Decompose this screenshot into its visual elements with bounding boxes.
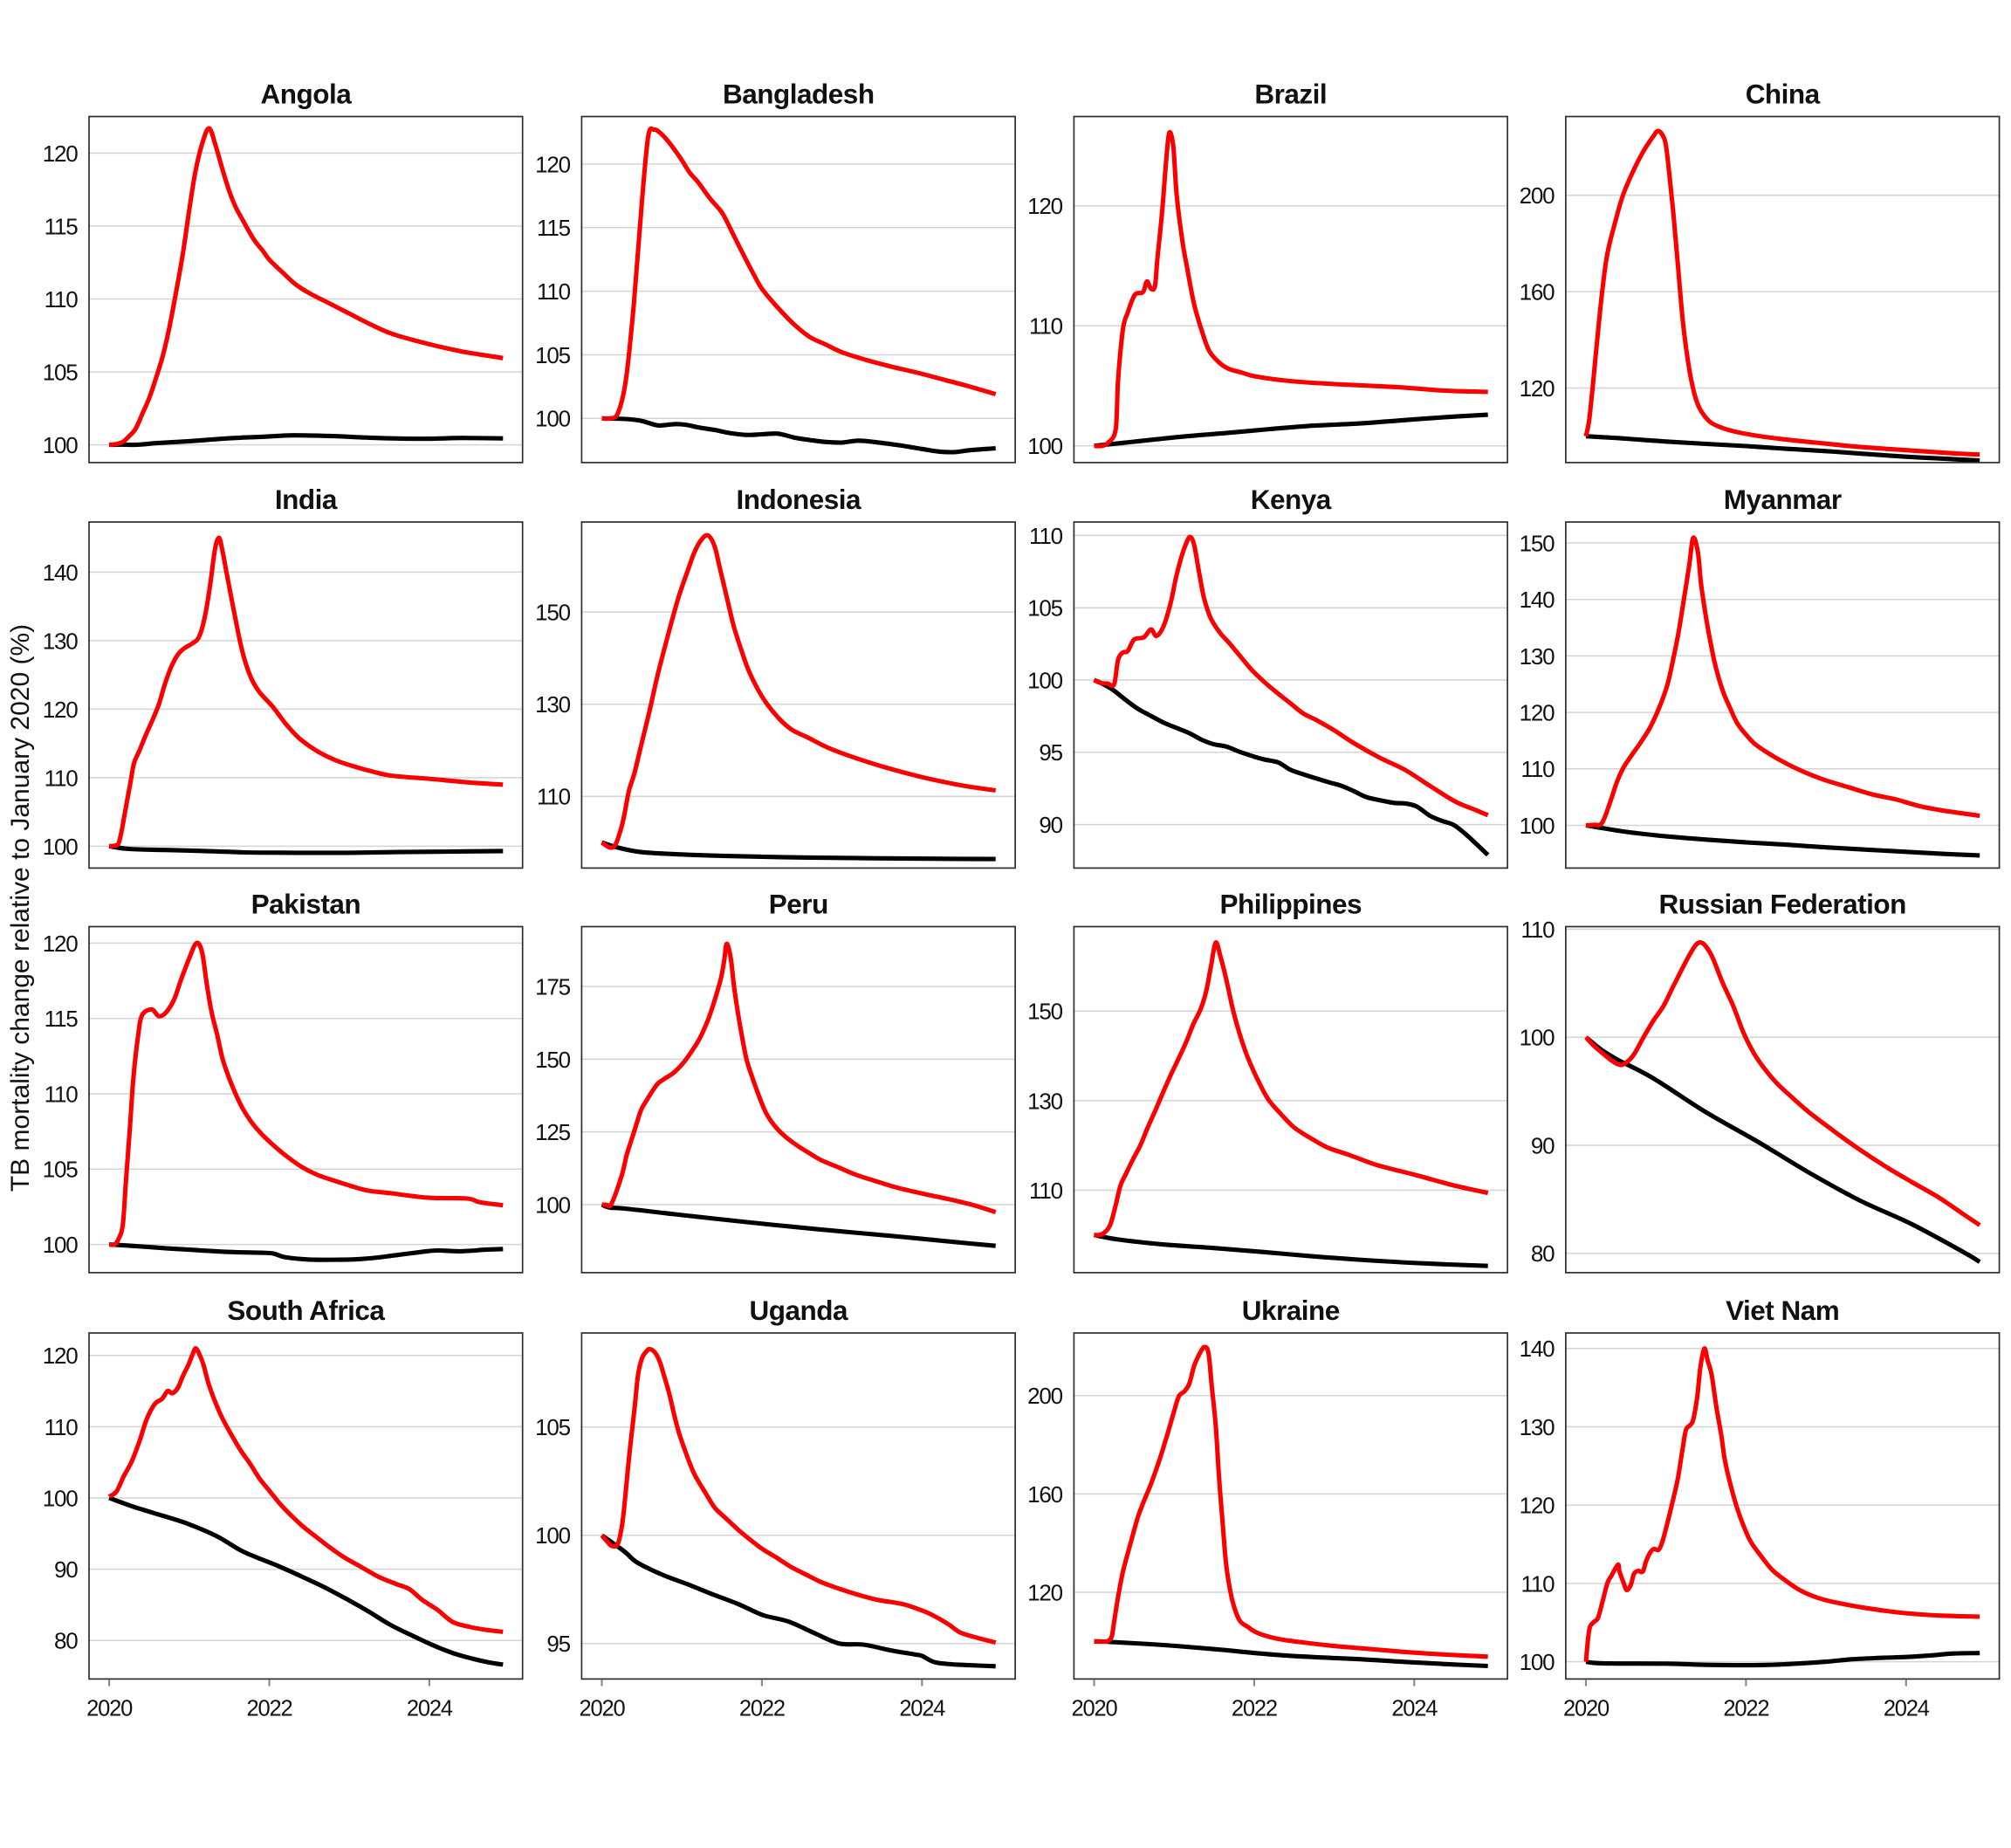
svg-text:150: 150 bbox=[535, 1047, 571, 1073]
svg-text:2022: 2022 bbox=[1232, 1697, 1277, 1721]
svg-text:110: 110 bbox=[45, 1081, 79, 1107]
svg-text:100: 100 bbox=[43, 432, 79, 458]
svg-text:100: 100 bbox=[535, 1192, 571, 1218]
svg-text:175: 175 bbox=[535, 974, 571, 1000]
svg-text:130: 130 bbox=[43, 628, 79, 654]
svg-text:110: 110 bbox=[1521, 1570, 1555, 1597]
svg-text:80: 80 bbox=[1531, 1240, 1555, 1267]
svg-text:100: 100 bbox=[535, 1522, 571, 1549]
svg-text:125: 125 bbox=[535, 1119, 571, 1145]
svg-text:Ukraine: Ukraine bbox=[1242, 1295, 1340, 1326]
svg-text:100: 100 bbox=[1520, 1025, 1555, 1051]
svg-text:140: 140 bbox=[1520, 1336, 1555, 1362]
svg-text:110: 110 bbox=[1029, 313, 1063, 340]
svg-text:80: 80 bbox=[54, 1628, 78, 1654]
svg-text:110: 110 bbox=[1029, 1178, 1063, 1204]
svg-text:110: 110 bbox=[1029, 523, 1063, 549]
svg-text:160: 160 bbox=[1520, 279, 1555, 306]
svg-text:150: 150 bbox=[1027, 999, 1063, 1025]
svg-text:Kenya: Kenya bbox=[1251, 484, 1332, 515]
svg-text:110: 110 bbox=[45, 765, 79, 791]
svg-text:150: 150 bbox=[1520, 530, 1555, 556]
svg-text:2020: 2020 bbox=[1563, 1697, 1609, 1721]
svg-text:95: 95 bbox=[546, 1631, 570, 1657]
svg-text:105: 105 bbox=[535, 342, 571, 368]
svg-text:120: 120 bbox=[1520, 700, 1555, 726]
svg-text:140: 140 bbox=[1520, 587, 1555, 613]
svg-text:Indonesia: Indonesia bbox=[737, 484, 862, 515]
svg-text:90: 90 bbox=[1531, 1132, 1555, 1158]
svg-text:TB mortality change relative t: TB mortality change relative to January … bbox=[6, 624, 35, 1192]
svg-text:90: 90 bbox=[1039, 812, 1062, 838]
svg-text:2024: 2024 bbox=[899, 1697, 945, 1721]
svg-text:120: 120 bbox=[1520, 1493, 1555, 1519]
svg-text:105: 105 bbox=[1027, 595, 1063, 622]
svg-text:130: 130 bbox=[1027, 1088, 1063, 1114]
svg-text:200: 200 bbox=[1027, 1383, 1063, 1409]
svg-text:100: 100 bbox=[43, 1485, 79, 1511]
svg-text:Myanmar: Myanmar bbox=[1724, 484, 1842, 515]
svg-text:100: 100 bbox=[1520, 813, 1555, 839]
svg-text:2020: 2020 bbox=[86, 1697, 133, 1721]
svg-text:100: 100 bbox=[43, 1232, 79, 1258]
svg-text:Pakistan: Pakistan bbox=[251, 889, 361, 920]
svg-text:120: 120 bbox=[1520, 375, 1555, 402]
svg-text:110: 110 bbox=[1521, 917, 1555, 943]
svg-text:105: 105 bbox=[43, 1157, 79, 1183]
svg-text:Brazil: Brazil bbox=[1254, 79, 1327, 110]
svg-text:90: 90 bbox=[54, 1556, 78, 1583]
svg-text:South Africa: South Africa bbox=[227, 1295, 385, 1326]
svg-text:2022: 2022 bbox=[739, 1697, 785, 1721]
svg-text:Angola: Angola bbox=[261, 79, 353, 110]
svg-text:Peru: Peru bbox=[769, 889, 828, 920]
svg-text:120: 120 bbox=[43, 1343, 79, 1369]
svg-text:160: 160 bbox=[1027, 1481, 1063, 1508]
svg-text:2022: 2022 bbox=[1723, 1697, 1768, 1721]
svg-text:2024: 2024 bbox=[1884, 1697, 1930, 1721]
svg-text:100: 100 bbox=[1027, 667, 1063, 693]
svg-text:115: 115 bbox=[45, 213, 79, 239]
svg-text:105: 105 bbox=[43, 359, 79, 385]
svg-text:110: 110 bbox=[45, 1414, 79, 1440]
svg-text:120: 120 bbox=[1027, 1579, 1063, 1605]
svg-text:120: 120 bbox=[535, 151, 571, 177]
svg-text:110: 110 bbox=[1521, 756, 1555, 782]
svg-text:120: 120 bbox=[43, 697, 79, 723]
svg-text:Philippines: Philippines bbox=[1220, 889, 1362, 920]
svg-text:2024: 2024 bbox=[1391, 1697, 1438, 1721]
svg-text:China: China bbox=[1746, 79, 1821, 110]
svg-text:Bangladesh: Bangladesh bbox=[723, 79, 875, 110]
svg-text:130: 130 bbox=[535, 691, 571, 718]
svg-text:120: 120 bbox=[43, 931, 79, 957]
svg-text:2020: 2020 bbox=[580, 1697, 626, 1721]
svg-text:110: 110 bbox=[45, 286, 79, 313]
svg-text:Viet Nam: Viet Nam bbox=[1726, 1295, 1839, 1326]
svg-text:India: India bbox=[275, 484, 338, 515]
svg-text:100: 100 bbox=[43, 834, 79, 860]
svg-text:150: 150 bbox=[535, 600, 571, 626]
svg-text:110: 110 bbox=[537, 278, 571, 305]
svg-text:120: 120 bbox=[43, 141, 79, 167]
svg-text:115: 115 bbox=[537, 215, 571, 241]
svg-text:200: 200 bbox=[1520, 182, 1555, 209]
svg-text:115: 115 bbox=[45, 1006, 79, 1032]
svg-text:Uganda: Uganda bbox=[750, 1295, 848, 1326]
svg-text:100: 100 bbox=[535, 406, 571, 432]
svg-text:130: 130 bbox=[1520, 1414, 1555, 1440]
svg-text:110: 110 bbox=[537, 784, 571, 810]
svg-text:120: 120 bbox=[1027, 193, 1063, 219]
svg-text:2024: 2024 bbox=[407, 1697, 453, 1721]
svg-text:130: 130 bbox=[1520, 643, 1555, 670]
svg-text:105: 105 bbox=[535, 1414, 571, 1440]
svg-text:2020: 2020 bbox=[1072, 1697, 1118, 1721]
svg-text:100: 100 bbox=[1027, 433, 1063, 459]
svg-text:95: 95 bbox=[1039, 739, 1062, 766]
svg-text:Russian Federation: Russian Federation bbox=[1659, 889, 1906, 920]
svg-text:2022: 2022 bbox=[247, 1697, 292, 1721]
svg-text:140: 140 bbox=[43, 560, 79, 586]
svg-text:100: 100 bbox=[1520, 1649, 1555, 1675]
